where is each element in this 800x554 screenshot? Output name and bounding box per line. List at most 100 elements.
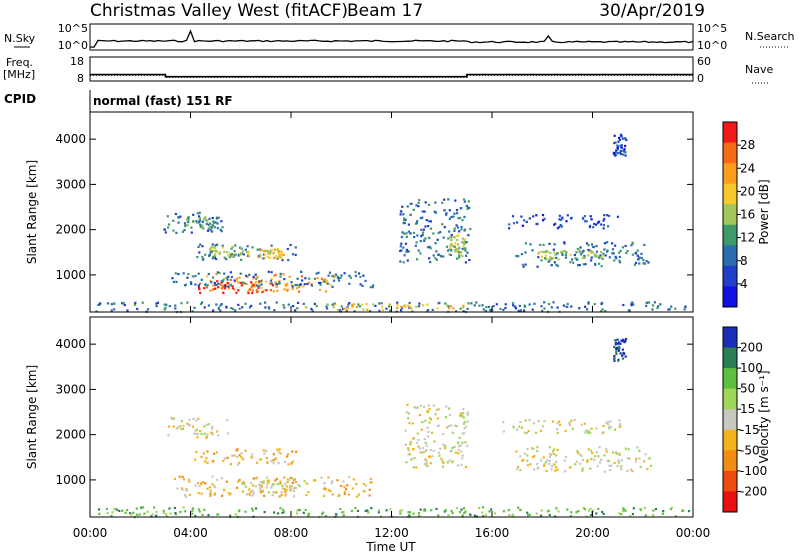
data-cell xyxy=(624,339,627,342)
data-cell xyxy=(434,257,437,260)
data-cell xyxy=(526,447,529,451)
data-cell xyxy=(569,515,572,518)
data-cell xyxy=(407,412,410,415)
data-cell xyxy=(618,419,621,422)
data-cell xyxy=(549,251,552,255)
data-cell xyxy=(304,277,307,280)
data-cell xyxy=(436,424,439,428)
data-cell xyxy=(259,486,262,489)
data-cell xyxy=(217,282,220,285)
xtick-label: 12:00 xyxy=(374,526,409,540)
data-cell xyxy=(581,469,584,472)
data-cell xyxy=(412,466,415,469)
data-cell xyxy=(600,265,603,268)
data-cell xyxy=(429,247,432,250)
data-cell xyxy=(218,271,221,274)
data-cell xyxy=(441,223,444,226)
data-cell xyxy=(361,303,364,306)
data-cell xyxy=(409,443,412,446)
data-cell xyxy=(531,455,535,459)
colorbar-swatch xyxy=(723,429,737,451)
data-cell xyxy=(310,284,314,287)
data-cell xyxy=(267,251,270,254)
data-cell xyxy=(359,275,362,278)
data-cell xyxy=(222,285,225,288)
data-cell xyxy=(217,216,220,219)
data-cell xyxy=(417,445,420,448)
data-cell xyxy=(273,248,277,251)
data-cell xyxy=(581,458,585,462)
data-cell xyxy=(535,214,538,217)
data-cell xyxy=(561,253,564,256)
data-cell xyxy=(493,512,497,515)
data-cell xyxy=(198,221,201,224)
data-cell xyxy=(110,309,113,312)
data-cell xyxy=(199,243,202,246)
data-cell xyxy=(253,282,256,285)
data-cell xyxy=(428,416,432,420)
data-cell xyxy=(514,307,518,310)
data-cell xyxy=(229,283,232,286)
data-cell xyxy=(330,481,333,485)
data-cell xyxy=(340,305,343,308)
data-cell xyxy=(450,244,453,247)
data-cell xyxy=(502,510,506,513)
data-cell xyxy=(354,274,357,277)
data-cell xyxy=(266,255,270,258)
data-cell xyxy=(515,450,518,453)
data-cell xyxy=(466,207,469,210)
data-cell xyxy=(208,217,211,220)
data-cell xyxy=(372,284,375,287)
data-cell xyxy=(439,447,442,450)
data-cell xyxy=(436,307,439,310)
data-cell xyxy=(543,464,546,467)
data-cell xyxy=(357,272,361,275)
data-cell xyxy=(504,307,507,310)
data-cell xyxy=(485,306,488,309)
data-cell xyxy=(556,265,560,268)
data-cell xyxy=(428,220,431,223)
data-cell xyxy=(630,244,633,247)
data-cell xyxy=(578,249,581,252)
data-cell xyxy=(448,230,451,233)
data-cell xyxy=(406,417,410,420)
data-cell xyxy=(644,514,647,517)
data-cell xyxy=(269,251,272,254)
data-cell xyxy=(481,511,484,514)
data-cell xyxy=(412,437,415,440)
data-cell xyxy=(511,302,515,305)
data-cell xyxy=(585,429,588,432)
data-cell xyxy=(270,459,273,463)
data-cell xyxy=(230,254,233,257)
data-cell xyxy=(98,303,101,306)
data-cell xyxy=(515,254,518,258)
data-cell xyxy=(263,452,266,455)
data-cell xyxy=(244,248,247,251)
data-cell xyxy=(504,303,507,306)
data-cell xyxy=(342,514,345,517)
data-cell xyxy=(267,306,270,309)
data-cell xyxy=(105,507,108,511)
data-cell xyxy=(447,513,450,517)
data-cell xyxy=(156,301,159,304)
colorbar-swatch xyxy=(723,470,737,492)
data-cell xyxy=(221,226,224,229)
data-cell xyxy=(613,259,616,262)
data-cell xyxy=(457,452,460,455)
data-cell xyxy=(196,221,199,224)
data-cell xyxy=(172,219,175,222)
data-cell xyxy=(528,217,531,220)
data-cell xyxy=(595,245,598,248)
data-cell xyxy=(193,432,196,435)
data-cell xyxy=(277,462,280,465)
data-cell xyxy=(278,280,281,283)
data-cell xyxy=(636,249,639,252)
nave-series-line xyxy=(90,74,693,78)
data-cell xyxy=(416,234,419,237)
data-cell xyxy=(475,301,478,304)
power-colorbar-label: Power [dB] xyxy=(757,179,771,244)
data-cell xyxy=(223,457,226,460)
data-cell xyxy=(206,461,209,464)
data-cell xyxy=(254,281,258,284)
data-cell xyxy=(314,479,317,482)
